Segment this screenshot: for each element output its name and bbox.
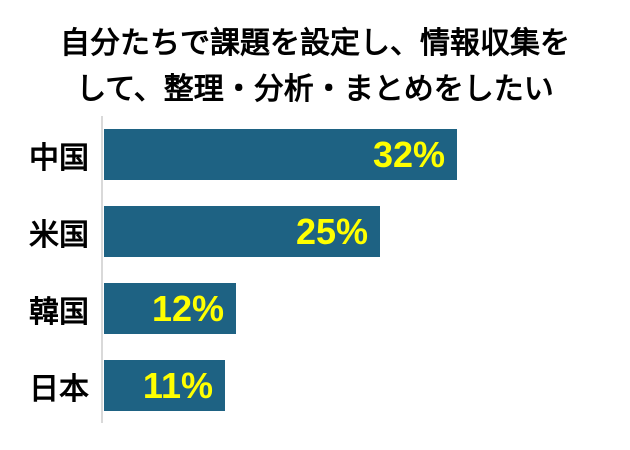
- category-label: 韓国: [29, 295, 89, 329]
- bar: 12%: [104, 283, 236, 334]
- bar-rows: 中国 32% 米国 25% 韓国 12% 日本 11%: [0, 116, 630, 424]
- value-label: 25%: [295, 210, 368, 252]
- chart-title-line-2: して、整理・分析・まとめをしたい: [76, 73, 554, 106]
- value-label: 12%: [151, 287, 224, 329]
- category-label: 日本: [29, 372, 89, 406]
- bar: 25%: [104, 206, 380, 257]
- bar: 11%: [104, 360, 225, 411]
- chart-title: 自分たちで課題を設定し、情報収集を して、整理・分析・まとめをしたい: [0, 21, 630, 113]
- value-label: 11%: [142, 364, 213, 406]
- y-axis-line: [101, 116, 103, 423]
- bar-row: 韓国 12%: [0, 270, 630, 347]
- value-label: 32%: [372, 133, 445, 175]
- chart-title-line-1: 自分たちで課題を設定し、情報収集を: [60, 27, 570, 60]
- bar-row: 日本 11%: [0, 347, 630, 424]
- category-label: 中国: [29, 141, 89, 175]
- bar-row: 中国 32%: [0, 116, 630, 193]
- bar-row: 米国 25%: [0, 193, 630, 270]
- category-label: 米国: [29, 218, 89, 252]
- plot-area: 中国 32% 米国 25% 韓国 12% 日本 11%: [0, 116, 630, 423]
- bar: 32%: [104, 129, 457, 180]
